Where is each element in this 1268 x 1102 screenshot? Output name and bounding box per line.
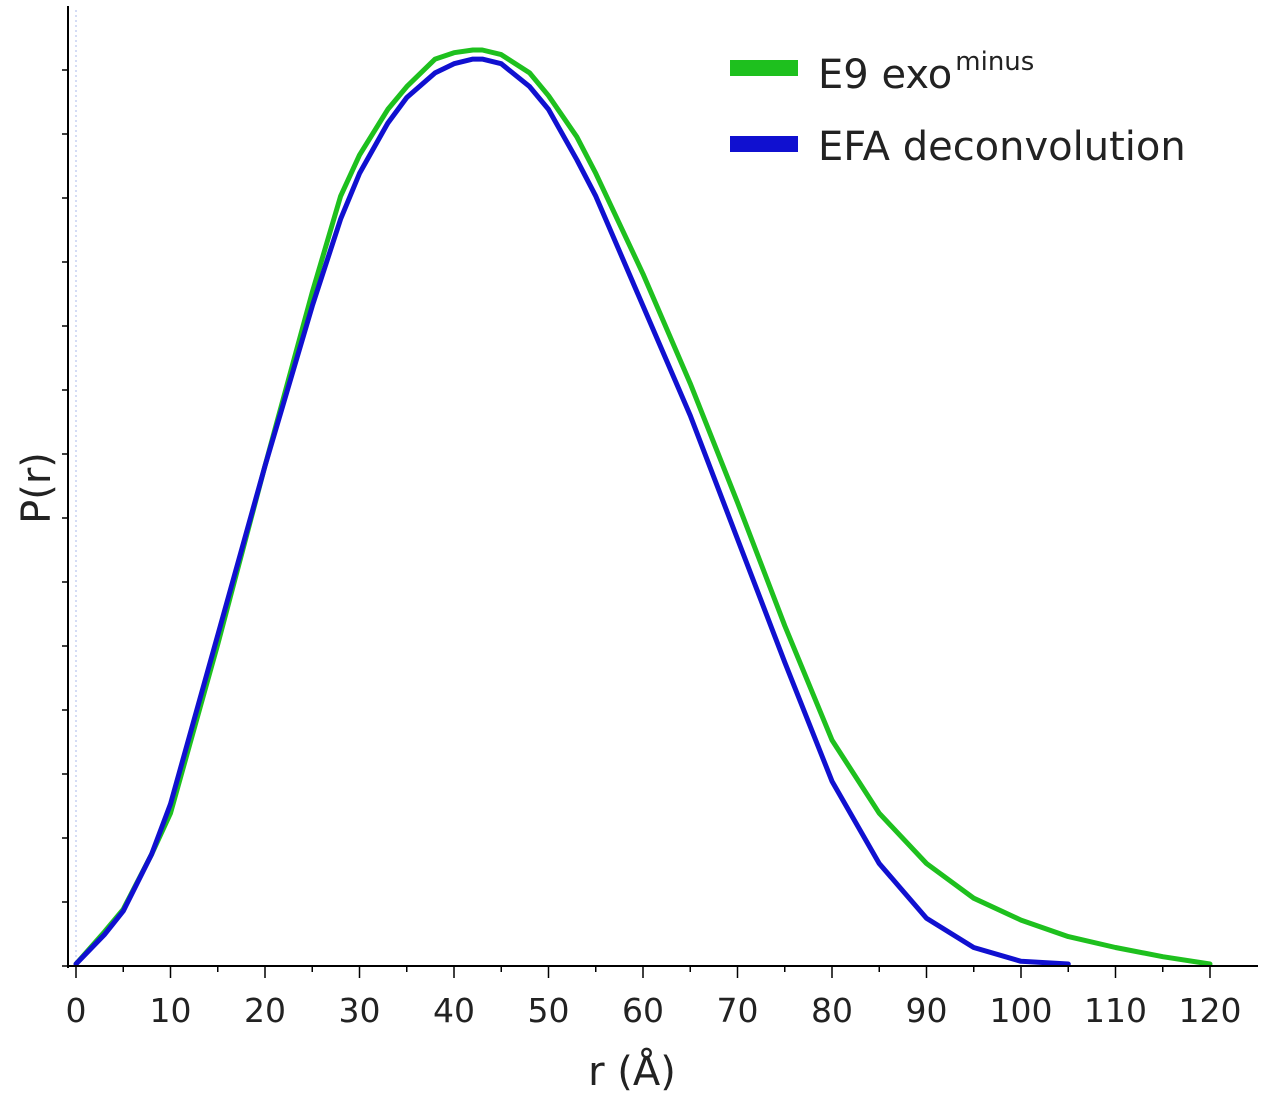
legend-label-e9-main: E9 exo [818,52,952,98]
x-tick-label: 30 [339,991,381,1030]
x-tick-label: 70 [717,991,759,1030]
x-axis-ticks: 0 10 20 30 40 50 60 70 80 90 100 110 120 [66,966,1242,1030]
legend-label-efa-deconvolution: EFA deconvolution [818,124,1186,170]
legend-label-e9-superscript: minus [955,47,1034,77]
series-group [73,47,1213,967]
y-axis-ticks [62,69,68,967]
series-line-efa-deconvolution [73,56,1071,967]
legend: E9 exo minus EFA deconvolution [730,47,1186,170]
x-tick-label: 90 [906,991,948,1030]
x-tick-label: 120 [1179,991,1242,1030]
legend-label-e9-exo-minus: E9 exo minus [818,47,1034,98]
x-tick-label: 110 [1084,991,1147,1030]
legend-swatch-efa-deconvolution [730,136,798,152]
x-tick-label: 20 [244,991,286,1030]
x-tick-label: 10 [150,991,192,1030]
series-line-e9-exo-minus [73,47,1213,967]
x-tick-label: 50 [528,991,570,1030]
x-tick-label: 0 [66,991,87,1030]
x-axis-title: r (Å) [588,1047,676,1095]
y-axis-title: P(r) [14,452,60,524]
x-tick-label: 80 [811,991,853,1030]
x-tick-label: 100 [990,991,1053,1030]
x-tick-label: 60 [622,991,664,1030]
x-tick-label: 40 [433,991,475,1030]
legend-swatch-e9-exo-minus [730,60,798,76]
